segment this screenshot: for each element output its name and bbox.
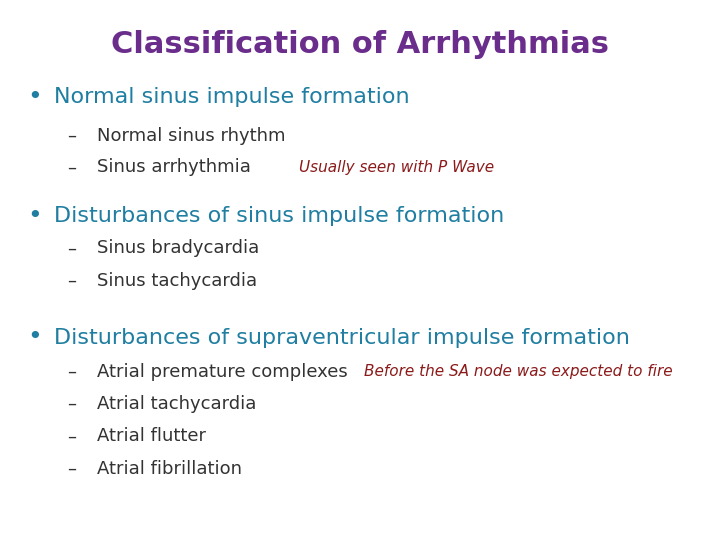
Text: –: – [68,127,76,145]
Text: –: – [68,239,76,258]
Text: Sinus arrhythmia: Sinus arrhythmia [97,158,251,177]
Text: •: • [27,85,42,109]
Text: Before the SA node was expected to fire: Before the SA node was expected to fire [364,364,672,379]
Text: –: – [68,427,76,446]
Text: Disturbances of sinus impulse formation: Disturbances of sinus impulse formation [54,206,504,226]
Text: Classification of Arrhythmias: Classification of Arrhythmias [111,30,609,59]
Text: Normal sinus impulse formation: Normal sinus impulse formation [54,87,410,107]
Text: –: – [68,362,76,381]
Text: •: • [27,204,42,228]
Text: Atrial flutter: Atrial flutter [97,427,206,446]
Text: Atrial premature complexes: Atrial premature complexes [97,362,348,381]
Text: Atrial tachycardia: Atrial tachycardia [97,395,256,413]
Text: Atrial fibrillation: Atrial fibrillation [97,460,242,478]
Text: –: – [68,158,76,177]
Text: –: – [68,395,76,413]
Text: Normal sinus rhythm: Normal sinus rhythm [97,127,286,145]
Text: Sinus bradycardia: Sinus bradycardia [97,239,259,258]
Text: •: • [27,326,42,349]
Text: Disturbances of supraventricular impulse formation: Disturbances of supraventricular impulse… [54,327,630,348]
Text: –: – [68,460,76,478]
Text: Sinus tachycardia: Sinus tachycardia [97,272,257,290]
Text: Usually seen with P Wave: Usually seen with P Wave [299,160,494,175]
Text: –: – [68,272,76,290]
